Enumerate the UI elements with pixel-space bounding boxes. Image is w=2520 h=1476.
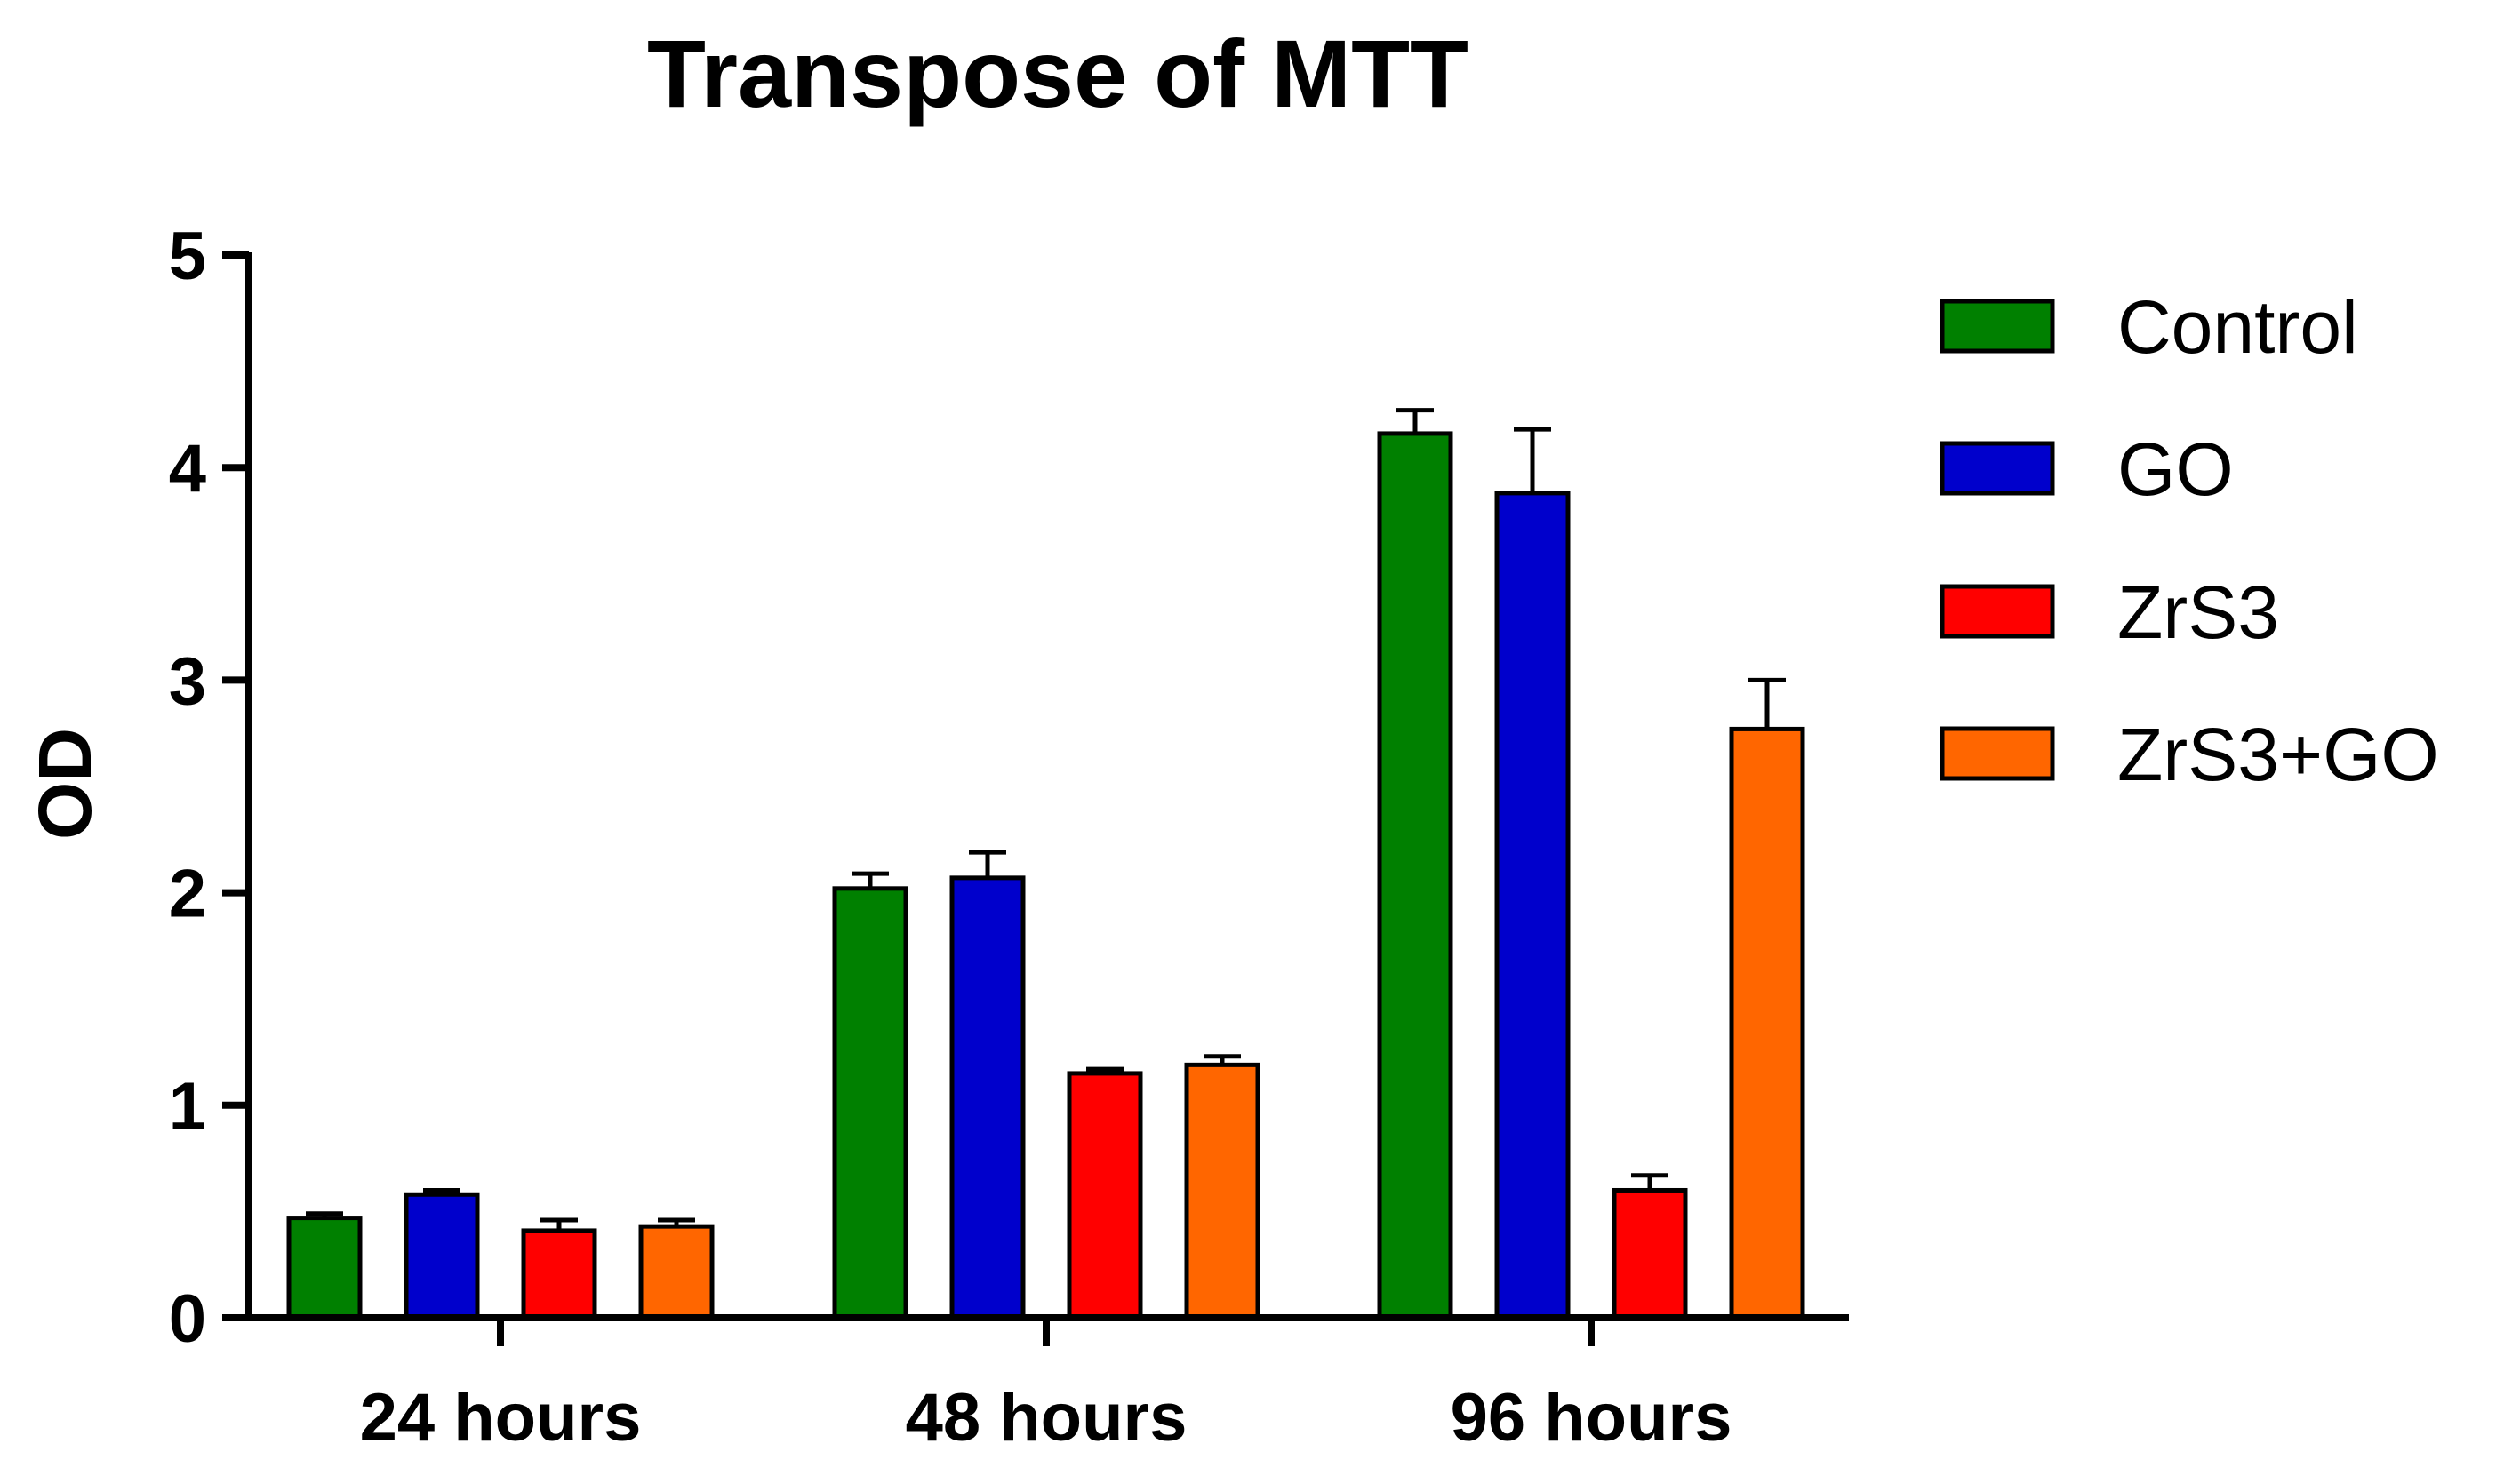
y-tick-label: 2	[169, 857, 206, 932]
chart-title: Transpose of MTT	[647, 20, 1468, 127]
legend-label: GO	[2117, 427, 2234, 511]
legend-label: Control	[2117, 285, 2358, 369]
legend-swatch	[1940, 299, 2055, 354]
bar	[521, 1228, 597, 1320]
y-axis-label: OD	[23, 728, 107, 840]
legend-swatch	[1940, 441, 2055, 496]
y-tick-label: 3	[169, 643, 206, 719]
x-tick-label: 96 hours	[1451, 1380, 1732, 1456]
x-tick-label: 24 hours	[360, 1380, 642, 1456]
legend-swatch	[1940, 584, 2055, 639]
y-tick-label: 4	[169, 431, 206, 507]
bar	[404, 1192, 480, 1320]
bar	[949, 875, 1026, 1320]
legend-label: ZrS3+GO	[2117, 713, 2439, 796]
bar	[832, 886, 908, 1320]
bar	[1377, 431, 1453, 1320]
x-tick-label: 48 hours	[906, 1380, 1188, 1456]
ticks-layer: 0 1 2 3 4 5 24 hours 48 hours 96 hours	[169, 219, 1732, 1456]
bar	[1494, 491, 1571, 1320]
y-tick-label: 0	[169, 1281, 206, 1357]
bar	[1729, 726, 1805, 1320]
legend: Control GO ZrS3 ZrS3+GO	[1940, 285, 2439, 796]
legend-swatch	[1940, 726, 2055, 781]
bar	[638, 1224, 715, 1320]
axes-layer	[245, 252, 1849, 1321]
bar	[1612, 1187, 1688, 1320]
legend-label: ZrS3	[2117, 570, 2279, 654]
bar	[1067, 1071, 1143, 1320]
bar	[1184, 1062, 1260, 1320]
bar	[286, 1216, 363, 1320]
y-tick-label: 1	[169, 1069, 206, 1145]
bars-layer	[286, 408, 1805, 1320]
y-tick-label: 5	[169, 219, 206, 294]
